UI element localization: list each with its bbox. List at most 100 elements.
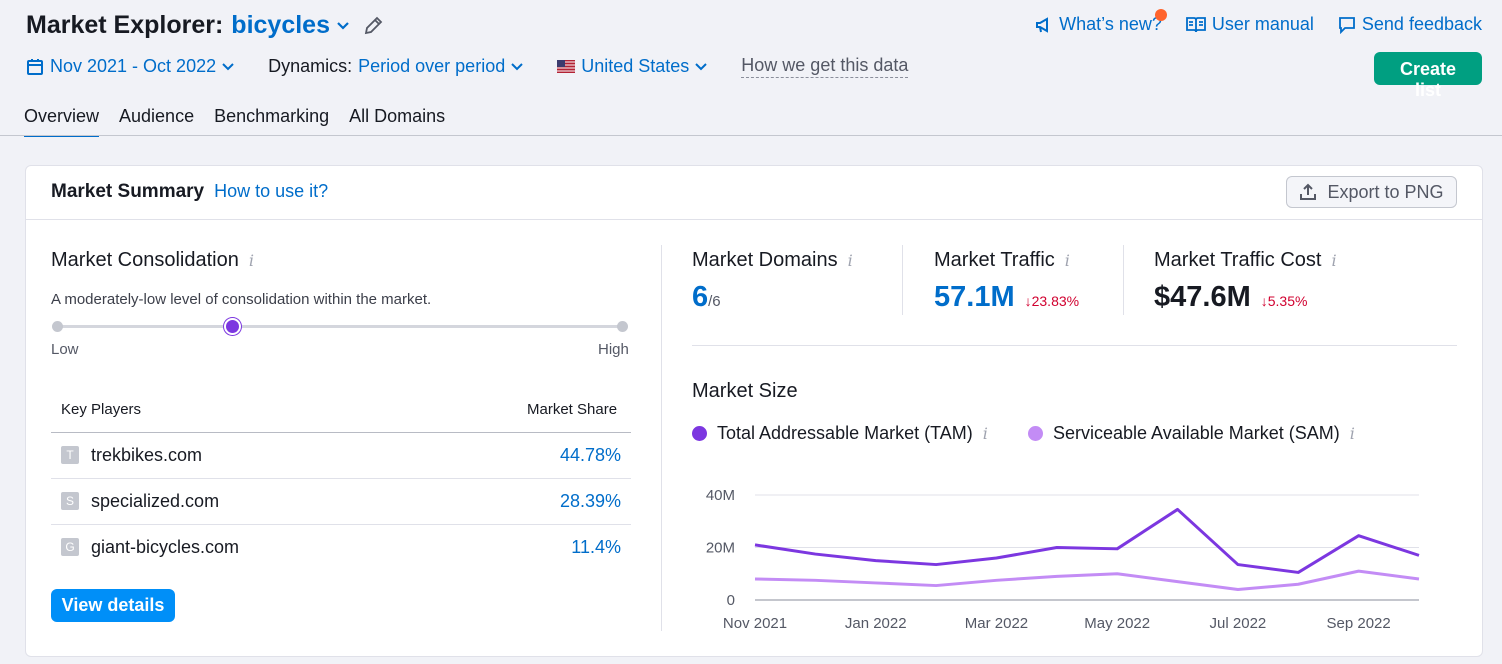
market-traffic-label-text: Market Traffic bbox=[934, 249, 1055, 271]
section-divider bbox=[661, 245, 662, 631]
how-to-use-link[interactable]: How to use it? bbox=[214, 181, 329, 201]
tab-all-domains[interactable]: All Domains bbox=[349, 106, 446, 126]
table-row[interactable]: S specialized.com 28.39% bbox=[51, 478, 631, 524]
keyword-dropdown[interactable]: bicycles bbox=[231, 11, 330, 39]
how-we-get-data-link[interactable]: How we get this data bbox=[741, 55, 909, 78]
sam-series-line[interactable] bbox=[754, 569, 1420, 591]
scale-end-dot bbox=[617, 321, 628, 332]
whats-new-label: What’s new? bbox=[1059, 14, 1162, 34]
market-share-value: 28.39% bbox=[559, 490, 621, 511]
y-tick-label: 0 bbox=[727, 592, 735, 609]
notification-dot bbox=[1155, 9, 1168, 21]
metric-divider bbox=[902, 245, 903, 315]
row-divider bbox=[51, 478, 631, 479]
x-tick-label: Mar 2022 bbox=[965, 615, 1028, 632]
country-dropdown[interactable]: United States bbox=[557, 56, 707, 77]
market-share-header: Market Share bbox=[527, 401, 618, 418]
dynamics-label: Dynamics: bbox=[268, 56, 353, 76]
market-share-value: 44.78% bbox=[559, 444, 621, 465]
view-details-button[interactable]: View details bbox=[51, 589, 175, 622]
export-png-button[interactable]: Export to PNG bbox=[1286, 176, 1457, 208]
legend-tam-label: Total Addressable Market (TAM) bbox=[717, 423, 973, 443]
market-traffic-cost-label-text: Market Traffic Cost bbox=[1154, 249, 1322, 271]
market-traffic-cost-value: $47.6M ↓5.35% bbox=[1154, 281, 1307, 314]
market-traffic-cost-label: Market Traffic Cost i bbox=[1154, 249, 1337, 272]
y-tick-label: 20M bbox=[706, 540, 735, 557]
key-players-header: Key Players bbox=[61, 401, 142, 418]
favicon-icon: S bbox=[61, 492, 79, 510]
tab-benchmarking[interactable]: Benchmarking bbox=[214, 106, 330, 126]
consolidation-title-text: Market Consolidation bbox=[51, 249, 239, 271]
tam-series-line[interactable] bbox=[754, 507, 1420, 574]
tab-audience[interactable]: Audience bbox=[119, 106, 195, 126]
market-share-value: 11.4% bbox=[571, 536, 621, 557]
scale-low-label: Low bbox=[51, 341, 79, 358]
create-list-button[interactable]: Create list bbox=[1374, 52, 1482, 100]
info-icon[interactable]: i bbox=[1349, 424, 1355, 443]
domain-name: specialized.com bbox=[91, 490, 220, 511]
info-icon[interactable]: i bbox=[847, 251, 853, 270]
card-header bbox=[26, 166, 1482, 220]
card-title: Market Summary bbox=[51, 181, 205, 202]
calendar-icon bbox=[27, 58, 43, 75]
x-tick-label: Sep 2022 bbox=[1327, 615, 1391, 632]
market-summary-card bbox=[25, 165, 1483, 657]
tab-overview[interactable]: Overview bbox=[24, 106, 100, 137]
domains-count[interactable]: 6 bbox=[692, 281, 709, 313]
megaphone-icon bbox=[1036, 16, 1049, 33]
traffic-change: ↓23.83% bbox=[1024, 293, 1080, 309]
scale-start-dot bbox=[52, 321, 63, 332]
dynamics-dropdown[interactable]: Dynamics: Period over period bbox=[268, 56, 523, 77]
scale-high-label: High bbox=[598, 341, 629, 358]
user-manual-link[interactable]: User manual bbox=[1185, 14, 1314, 35]
export-label: Export to PNG bbox=[1327, 181, 1444, 202]
info-icon[interactable]: i bbox=[248, 251, 254, 270]
date-range-dropdown[interactable]: Nov 2021 - Oct 2022 bbox=[26, 56, 234, 77]
legend-tam[interactable]: Total Addressable Market (TAM) i bbox=[692, 423, 988, 444]
market-domains-label-text: Market Domains bbox=[692, 249, 838, 271]
metrics-divider bbox=[692, 345, 1457, 346]
info-icon[interactable]: i bbox=[1064, 251, 1070, 270]
chevron-down-icon bbox=[511, 62, 523, 70]
market-size-title: Market Size bbox=[692, 380, 798, 402]
tam-swatch bbox=[692, 426, 707, 441]
tabs-divider bbox=[0, 135, 1502, 136]
info-icon[interactable]: i bbox=[982, 424, 988, 443]
table-header-divider bbox=[51, 432, 631, 433]
page-title: Market Explorer: bicycles bbox=[26, 11, 384, 40]
table-row[interactable]: T trekbikes.com 44.78% bbox=[51, 432, 631, 478]
chat-bubble-icon bbox=[1339, 16, 1355, 34]
consolidation-scale bbox=[57, 325, 623, 328]
row-divider bbox=[51, 524, 631, 525]
x-tick-label: Jan 2022 bbox=[845, 615, 907, 632]
edit-pencil-icon[interactable] bbox=[362, 15, 384, 37]
cost-value: $47.6M bbox=[1154, 281, 1251, 313]
domain-name: trekbikes.com bbox=[91, 444, 203, 465]
table-row[interactable]: G giant-bicycles.com 11.4% bbox=[51, 524, 631, 570]
book-icon bbox=[1185, 16, 1206, 32]
whats-new-link[interactable]: What’s new? bbox=[1035, 9, 1168, 35]
cost-change: ↓5.35% bbox=[1260, 293, 1308, 309]
traffic-value[interactable]: 57.1M bbox=[934, 281, 1015, 313]
x-tick-label: May 2022 bbox=[1084, 615, 1150, 632]
info-icon[interactable]: i bbox=[1331, 251, 1337, 270]
market-domains-value: 6/6 bbox=[692, 281, 721, 314]
favicon-icon: G bbox=[61, 538, 79, 556]
consolidation-level-marker bbox=[223, 318, 241, 335]
send-feedback-link[interactable]: Send feedback bbox=[1338, 14, 1482, 35]
market-traffic-value: 57.1M ↓23.83% bbox=[934, 281, 1079, 314]
market-traffic-label: Market Traffic i bbox=[934, 249, 1070, 272]
legend-sam-label: Serviceable Available Market (SAM) bbox=[1053, 423, 1340, 443]
date-range-label: Nov 2021 - Oct 2022 bbox=[50, 56, 217, 76]
title-prefix: Market Explorer: bbox=[26, 11, 224, 39]
upload-icon bbox=[1300, 183, 1317, 200]
consolidation-title: Market Consolidation i bbox=[51, 249, 254, 272]
dynamics-value: Period over period bbox=[358, 56, 506, 76]
legend-sam[interactable]: Serviceable Available Market (SAM) i bbox=[1028, 423, 1355, 444]
chevron-down-icon[interactable] bbox=[336, 21, 350, 31]
us-flag-icon bbox=[557, 60, 576, 73]
market-domains-label: Market Domains i bbox=[692, 249, 853, 272]
x-tick-label: Jul 2022 bbox=[1210, 615, 1267, 632]
domain-name: giant-bicycles.com bbox=[91, 536, 240, 557]
sam-swatch bbox=[1028, 426, 1043, 441]
